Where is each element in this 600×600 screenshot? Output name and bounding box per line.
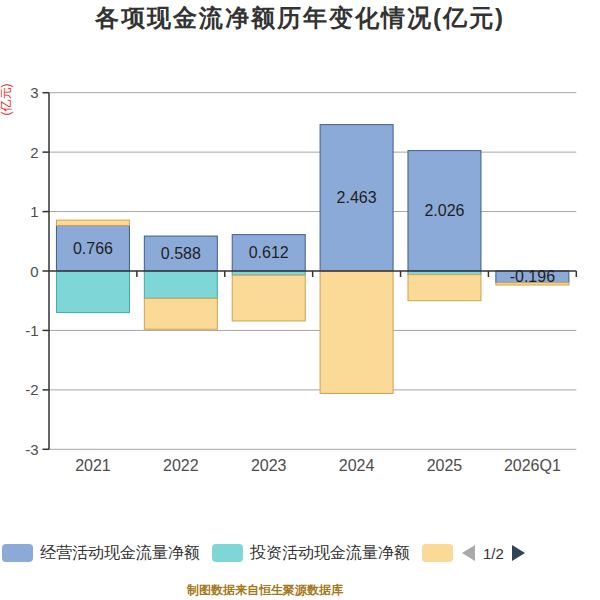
x-tick-label: 2023 <box>251 457 287 474</box>
bar-value-label: 2.463 <box>337 189 377 206</box>
legend-swatch-2[interactable] <box>212 544 243 562</box>
bar-value-label: 0.766 <box>73 240 113 257</box>
y-tick-label: 0 <box>30 263 38 280</box>
bar-value-label: 2.026 <box>424 202 464 219</box>
legend-page-indicator: 1/2 <box>483 545 504 562</box>
bar-segment <box>320 271 393 393</box>
y-tick-label: 3 <box>30 84 38 101</box>
y-tick-label: -1 <box>25 322 38 339</box>
legend-swatch-3[interactable] <box>422 544 453 562</box>
bar-segment <box>408 275 481 301</box>
legend-next-page-icon[interactable] <box>512 545 525 561</box>
bar-segment <box>144 271 217 298</box>
bar-segment <box>56 220 129 225</box>
legend-pager: 1/2 <box>462 545 525 562</box>
legend-label-1: 经营活动现金流量净额 <box>40 543 200 564</box>
legend-item-3[interactable] <box>422 544 453 562</box>
y-tick-label: 2 <box>30 144 38 161</box>
bar-segment <box>232 275 305 321</box>
x-tick-label: 2022 <box>163 457 199 474</box>
x-tick-label: 2021 <box>75 457 111 474</box>
legend: 经营活动现金流量净额 投资活动现金流量净额 1/2 <box>2 543 525 563</box>
y-tick-label: 1 <box>30 203 38 220</box>
x-tick-label: 2024 <box>339 457 375 474</box>
x-tick-label: 2025 <box>427 457 463 474</box>
legend-swatch-1[interactable] <box>2 544 33 562</box>
y-tick-label: -2 <box>25 381 38 398</box>
legend-item-2[interactable]: 投资活动现金流量净额 <box>212 543 422 564</box>
bar-value-label: 0.588 <box>161 245 201 262</box>
plot-area: 3 2 1 0 -1 -2 -3 2021 2022 2023 2024 2025 2026Q1 0.76… <box>0 0 600 600</box>
legend-item-1[interactable]: 经营活动现金流量净额 <box>2 543 212 564</box>
source-note: 制图数据来自恒生聚源数据库 <box>185 582 345 599</box>
legend-prev-page-icon[interactable] <box>462 545 475 561</box>
y-tick-label: -3 <box>25 441 38 458</box>
x-tick-label: 2026Q1 <box>504 457 561 474</box>
bar-segment <box>56 271 129 313</box>
bar-value-label: -0.196 <box>510 268 555 285</box>
legend-label-2: 投资活动现金流量净额 <box>250 543 410 564</box>
bar-segment <box>144 298 217 329</box>
chart-page: 各项现金流净额历年变化情况(亿元) (亿元) 3210-1-2-32021202… <box>0 0 600 600</box>
bar-value-label: 0.612 <box>249 244 289 261</box>
